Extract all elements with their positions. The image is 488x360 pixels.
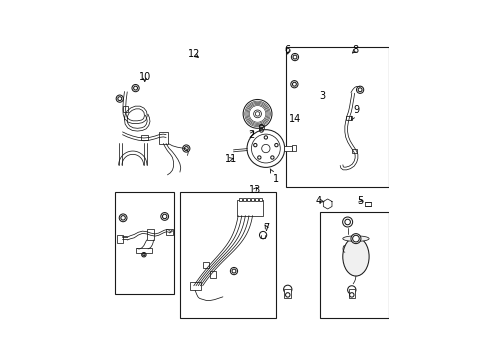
Bar — [291, 145, 295, 151]
Bar — [364, 202, 370, 206]
Text: 6: 6 — [284, 45, 290, 55]
Bar — [166, 229, 173, 235]
Text: 10: 10 — [138, 72, 150, 82]
Text: 7: 7 — [263, 222, 269, 233]
Bar — [189, 282, 200, 291]
Bar — [284, 146, 292, 151]
Bar — [158, 132, 168, 144]
Text: 2: 2 — [248, 130, 254, 140]
Bar — [351, 149, 357, 153]
Bar — [246, 198, 249, 201]
Bar — [243, 198, 245, 201]
Bar — [259, 125, 264, 129]
Bar — [239, 198, 241, 201]
Bar — [284, 289, 290, 298]
Bar — [255, 198, 257, 201]
Bar — [146, 229, 153, 240]
Text: 11: 11 — [224, 154, 236, 164]
Bar — [115, 192, 174, 294]
Bar — [122, 105, 127, 112]
Text: 8: 8 — [352, 45, 358, 55]
Bar — [203, 262, 208, 268]
Text: 12: 12 — [188, 49, 200, 59]
Bar — [250, 198, 253, 201]
Bar — [236, 201, 263, 216]
Bar — [285, 48, 388, 187]
Ellipse shape — [342, 237, 368, 276]
Text: 4: 4 — [315, 195, 324, 206]
Bar — [259, 198, 261, 201]
Text: 14: 14 — [288, 114, 301, 123]
Text: 13: 13 — [248, 185, 261, 195]
Bar — [348, 289, 354, 298]
Bar — [117, 235, 122, 243]
Bar — [210, 271, 216, 278]
Ellipse shape — [342, 236, 368, 242]
Bar — [319, 212, 388, 318]
Polygon shape — [323, 199, 331, 209]
Bar — [135, 248, 152, 253]
Text: 1: 1 — [269, 169, 278, 184]
Bar — [346, 116, 351, 120]
Bar — [180, 192, 275, 318]
Text: 5: 5 — [357, 195, 363, 206]
Circle shape — [350, 234, 360, 244]
Text: 3: 3 — [318, 91, 325, 101]
Bar — [141, 135, 148, 140]
Text: 9: 9 — [350, 105, 359, 121]
